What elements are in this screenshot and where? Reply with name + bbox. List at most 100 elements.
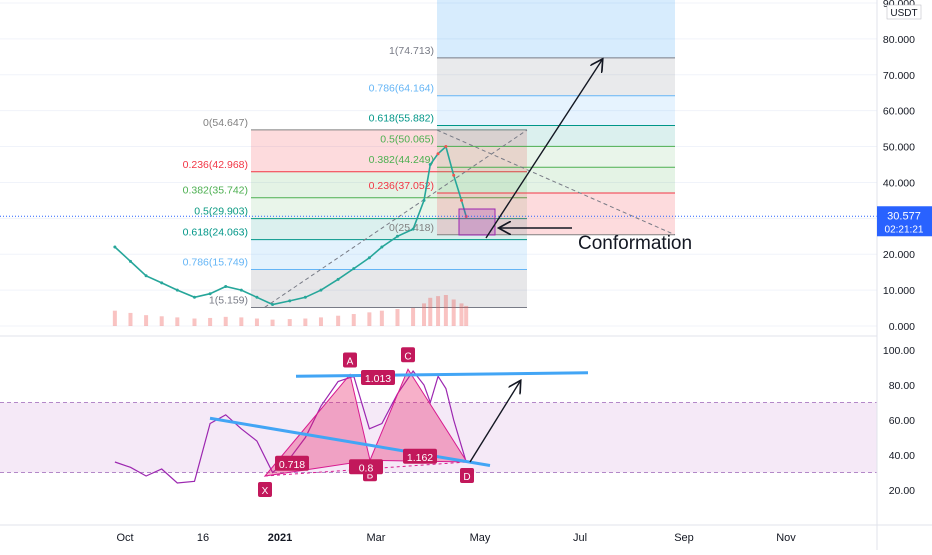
volume-bar [411, 307, 416, 326]
pattern-point-label: B [367, 470, 374, 481]
pattern-ratio-label: 0.718 [279, 459, 305, 471]
fib-right-level-label: 0.382(44.249) [369, 154, 434, 166]
volume-bar [451, 299, 456, 326]
price-point [175, 288, 179, 292]
fib-left-zone [251, 239, 527, 270]
price-point [224, 285, 228, 289]
fib-right-zone [437, 146, 675, 168]
volume-bar [192, 318, 197, 326]
volume-bar [128, 312, 133, 326]
price-point [113, 245, 117, 249]
pattern-point-badge [460, 468, 474, 483]
price-point [422, 198, 426, 202]
price-point [428, 163, 432, 166]
volume-bar [351, 314, 356, 326]
current-price-badge [877, 206, 932, 237]
pattern-triangle-xab [263, 373, 371, 477]
volume-bar [367, 312, 372, 326]
price-axis-tick: 50.000 [883, 142, 915, 154]
price-point [352, 267, 356, 271]
current-price-value: 30.577 [887, 210, 921, 222]
volume-bar [112, 310, 117, 326]
time-axis-tick: 16 [197, 532, 209, 544]
pattern-ratio-label: 1.013 [365, 373, 391, 385]
volume-bar [443, 295, 448, 326]
fib-left-level-label: 0(54.647) [203, 117, 248, 129]
price-point [459, 198, 463, 202]
pattern-point-badge [343, 352, 357, 368]
bar-countdown: 02:21:21 [885, 224, 924, 235]
price-axis-unit: USDT [890, 8, 917, 19]
volume-bar [208, 317, 213, 326]
fib-right-level-label: 1(74.713) [389, 45, 434, 57]
price-point [444, 145, 448, 149]
price-point [395, 234, 399, 238]
volume-bar [144, 315, 149, 326]
projection-arrow [485, 60, 602, 239]
volume-bar [379, 310, 384, 326]
price-axis-tick: 20.000 [883, 249, 915, 261]
price-axis-tick: 0.000 [889, 321, 915, 333]
price-point [160, 281, 164, 285]
fib-left-level-label: 0.786(15.749) [183, 256, 248, 268]
time-axis-tick: Mar [367, 532, 386, 544]
volume-bar [175, 317, 180, 326]
time-axis-tick: Nov [776, 532, 796, 544]
volume-bar [422, 303, 427, 326]
osc-axis-tick: 80.00 [889, 380, 915, 392]
price-point [319, 288, 323, 292]
price-point [239, 288, 243, 292]
pattern-point-badge [258, 482, 272, 497]
annotation-conformation: Conformation [578, 233, 692, 254]
pattern-ratio-badge [275, 455, 309, 471]
time-axis-tick: 2021 [268, 532, 292, 544]
osc-axis-tick: 100.00 [883, 345, 915, 357]
fib-right-level-label: 0.618(55.882) [369, 112, 434, 124]
fib-right-level-label: 0.236(37.052) [369, 180, 434, 192]
fib-left-level-label: 0.236(42.968) [183, 159, 248, 171]
price-point [288, 299, 292, 303]
volume-bar [270, 319, 275, 326]
fib-right-zone [437, 125, 675, 147]
pattern-point-badge [401, 347, 415, 363]
price-point [380, 245, 384, 249]
fib-left-zone [251, 129, 527, 172]
osc-axis-tick: 40.00 [889, 450, 915, 462]
fib-right-level-label: 0.786(64.164) [369, 83, 434, 95]
volume-bar [395, 309, 400, 326]
pattern-ratio-badge [403, 448, 437, 464]
pattern-ratio-label: 1.162 [407, 452, 433, 464]
price-point [208, 292, 212, 296]
volume-bar [459, 303, 464, 326]
osc-projection-arrow [469, 382, 520, 463]
time-axis-tick: Jul [573, 532, 587, 544]
pattern-point-label: A [347, 357, 354, 368]
time-axis-tick: Oct [116, 532, 133, 544]
volume-bar [303, 318, 308, 326]
price-axis-tick: 70.000 [883, 70, 915, 82]
price-point [336, 277, 340, 281]
price-point [452, 173, 456, 177]
volume-bar [336, 315, 341, 326]
oscillator-line [114, 369, 467, 484]
pattern-xd-line [264, 461, 468, 477]
osc-axis-tick: 60.00 [889, 415, 915, 427]
price-point [367, 256, 371, 260]
price-axis-bg [877, 0, 932, 550]
price-point [128, 259, 132, 263]
unit-badge [886, 4, 922, 20]
volume-bar [464, 305, 469, 326]
fib-right-zone [437, 95, 675, 126]
price-point [303, 295, 307, 299]
fib-right-zone [437, 167, 675, 194]
fib-left-zone [251, 197, 527, 219]
time-axis-tick: May [470, 532, 491, 544]
fib-left-zone [251, 269, 527, 308]
fib-left-level-label: 1(5.159) [209, 294, 248, 306]
volume-bar [223, 316, 228, 326]
resistance-trendline [295, 371, 589, 378]
price-point [144, 274, 148, 278]
volume-bar [239, 317, 244, 326]
